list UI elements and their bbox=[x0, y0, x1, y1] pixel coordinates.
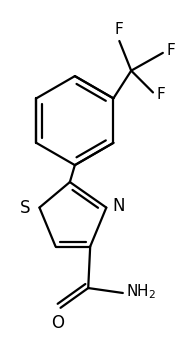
Text: O: O bbox=[51, 314, 64, 332]
Text: F: F bbox=[115, 22, 124, 37]
Text: F: F bbox=[157, 87, 166, 102]
Text: NH$_2$: NH$_2$ bbox=[126, 283, 156, 301]
Text: S: S bbox=[20, 198, 31, 217]
Text: F: F bbox=[167, 43, 176, 58]
Text: N: N bbox=[112, 197, 124, 215]
